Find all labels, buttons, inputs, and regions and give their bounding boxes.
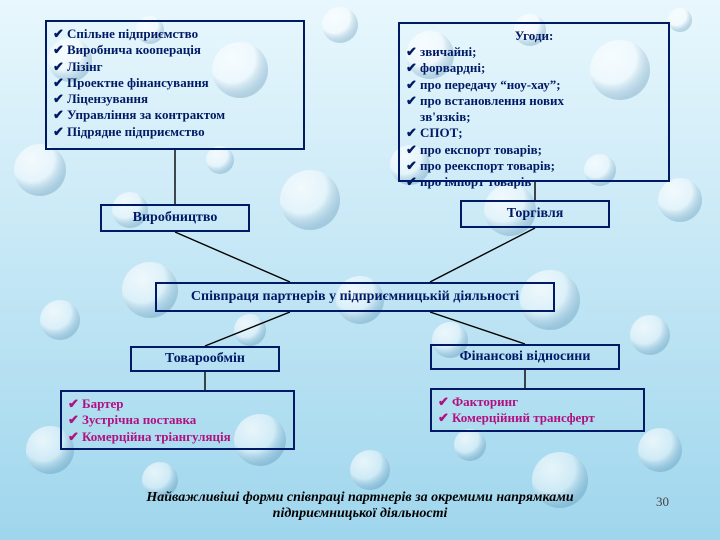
list-item: Виробнича кооперація (53, 42, 297, 58)
trade-list-box: Угоди:звичайні;форвардні;про передачу “н… (398, 22, 670, 182)
list-item: Комерційний трансферт (438, 410, 637, 426)
list-item: СПОТ; (406, 125, 662, 141)
list-item: Факторинг (438, 394, 637, 410)
label-exchange-text: Товарообмін (165, 351, 245, 367)
label-exchange: Товарообмін (130, 346, 280, 372)
list-item: форвардні; (406, 60, 662, 76)
label-center-text: Співпраця партнерів у підприємницькій ді… (191, 289, 519, 305)
list-item: звичайні; (406, 44, 662, 60)
page-number: 30 (656, 494, 669, 510)
label-finance: Фінансові відносини (430, 344, 620, 370)
list-item: Спільне підприємство (53, 26, 297, 42)
production-list-box: Спільне підприємствоВиробнича кооперація… (45, 20, 305, 150)
list-item: про імпорт товарів (406, 174, 662, 190)
label-center: Співпраця партнерів у підприємницькій ді… (155, 282, 555, 312)
list-item-continuation: зв'язків; (406, 109, 662, 125)
list-item: Бартер (68, 396, 287, 412)
list-item: про встановлення нових (406, 93, 662, 109)
caption-line1: Найважливіші форми співпраці партнерів з… (90, 490, 630, 506)
label-trade-text: Торгівля (507, 206, 564, 222)
trade-list-title: Угоди: (406, 28, 662, 44)
list-item: про реекспорт товарів; (406, 158, 662, 174)
label-production-text: Виробництво (133, 210, 218, 226)
label-finance-text: Фінансові відносини (460, 349, 591, 365)
list-item: Управління за контрактом (53, 107, 297, 123)
page-number-text: 30 (656, 494, 669, 509)
list-item: про передачу “ноу-хау”; (406, 77, 662, 93)
caption-line2: підприємницької діяльності (90, 506, 630, 522)
finance-list-box: ФакторингКомерційний трансферт (430, 388, 645, 432)
label-trade: Торгівля (460, 200, 610, 228)
list-item: Лізінг (53, 59, 297, 75)
list-item: Підрядне підприємство (53, 124, 297, 140)
caption: Найважливіші форми співпраці партнерів з… (90, 490, 630, 522)
list-item: про експорт товарів; (406, 142, 662, 158)
exchange-list-box: БартерЗустрічна поставкаКомерційна тріан… (60, 390, 295, 450)
list-item: Зустрічна поставка (68, 412, 287, 428)
list-item: Ліцензування (53, 91, 297, 107)
list-item: Комерційна тріангуляція (68, 429, 287, 445)
label-production: Виробництво (100, 204, 250, 232)
list-item: Проектне фінансування (53, 75, 297, 91)
